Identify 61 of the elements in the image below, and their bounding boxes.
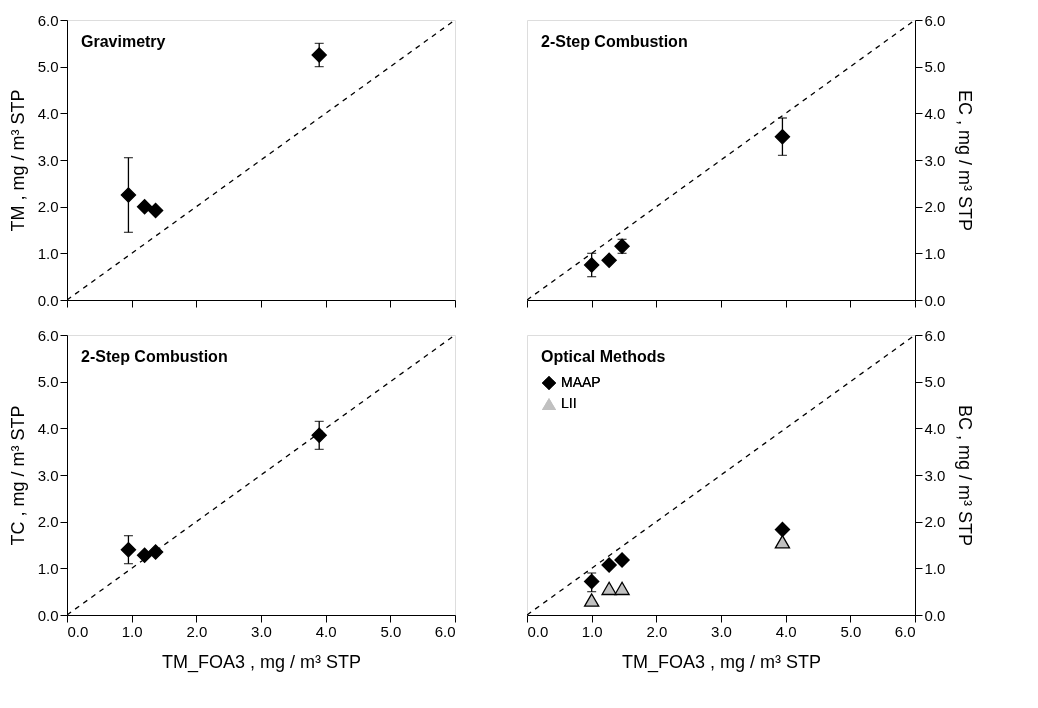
legend-label: LII [561,395,577,411]
x-tick-label: 3.0 [251,622,272,640]
x-tick-label: 0.0 [67,622,89,640]
y-axis-title: BC , mg / m³ STP [955,404,976,547]
x-tick-label: 1.0 [581,622,603,640]
y-tick-label: 2.0 [37,198,59,216]
point [601,252,617,269]
y-tick-label: 3.0 [37,151,59,169]
point [136,198,153,215]
x-tick-label: 6.0 [434,622,456,640]
legend-label: MAAP [561,374,601,390]
y-tick-label: 1.0 [37,559,59,577]
y-tick-label: 4.0 [37,419,59,437]
y-tick-label: 2.0 [924,198,946,216]
point [147,202,164,219]
y-tick-label: 4.0 [924,419,946,437]
point [774,128,791,145]
y-tick-label: 6.0 [37,326,59,344]
x-axis-title: TM_FOA3 , mg / m³ STP [161,651,362,673]
y-tick-label: 3.0 [924,151,946,169]
y-tick-label: 5.0 [37,58,59,76]
y-tick-label: 6.0 [924,11,946,29]
point [583,257,600,273]
x-tick-label: 5.0 [380,622,402,640]
y-tick-label: 5.0 [924,58,946,76]
x-tick-label: 3.0 [711,622,732,640]
y-tick-label: 2.0 [37,513,59,531]
y-tick-label: 6.0 [924,326,946,344]
point [120,187,137,203]
y-tick-label: 3.0 [924,466,946,484]
y-axis-title: TC , mg / m³ STP [7,405,28,546]
y-tick-label: 0.0 [37,606,59,624]
x-tick-label: 2.0 [646,622,668,640]
y-tick-label: 4.0 [924,104,946,122]
text: 2-Step Combustion [81,348,228,365]
y-tick-label: 5.0 [37,373,59,391]
y-tick-label: 2.0 [924,513,946,531]
x-tick-label: 6.0 [894,622,916,640]
text: Gravimetry [81,33,166,50]
y-tick-label: 0.0 [37,291,59,309]
y-tick-label: 6.0 [37,11,59,29]
text: Optical Methods [541,348,666,365]
x-axis-title: TM_FOA3 , mg / m³ STP [621,651,822,673]
y-tick-label: 0.0 [924,291,946,309]
y-tick-label: 4.0 [37,104,59,122]
x-tick-label: 4.0 [315,622,337,640]
x-tick-label: 1.0 [121,622,143,640]
y-axis-title: TM , mg / m³ STP [7,89,28,232]
y-tick-label: 0.0 [924,606,946,624]
x-tick-label: 2.0 [186,622,208,640]
y-tick-label: 1.0 [924,559,946,577]
y-tick-label: 3.0 [37,466,59,484]
x-tick-label: 4.0 [775,622,797,640]
x-tick-label: 0.0 [527,622,549,640]
y-axis-title: EC , mg / m³ STP [955,89,976,232]
text: 2-Step Combustion [541,33,688,50]
y-tick-label: 1.0 [37,244,59,262]
y-tick-label: 1.0 [924,244,946,262]
y-tick-label: 5.0 [924,373,946,391]
point [311,47,327,63]
x-tick-label: 5.0 [840,622,862,640]
